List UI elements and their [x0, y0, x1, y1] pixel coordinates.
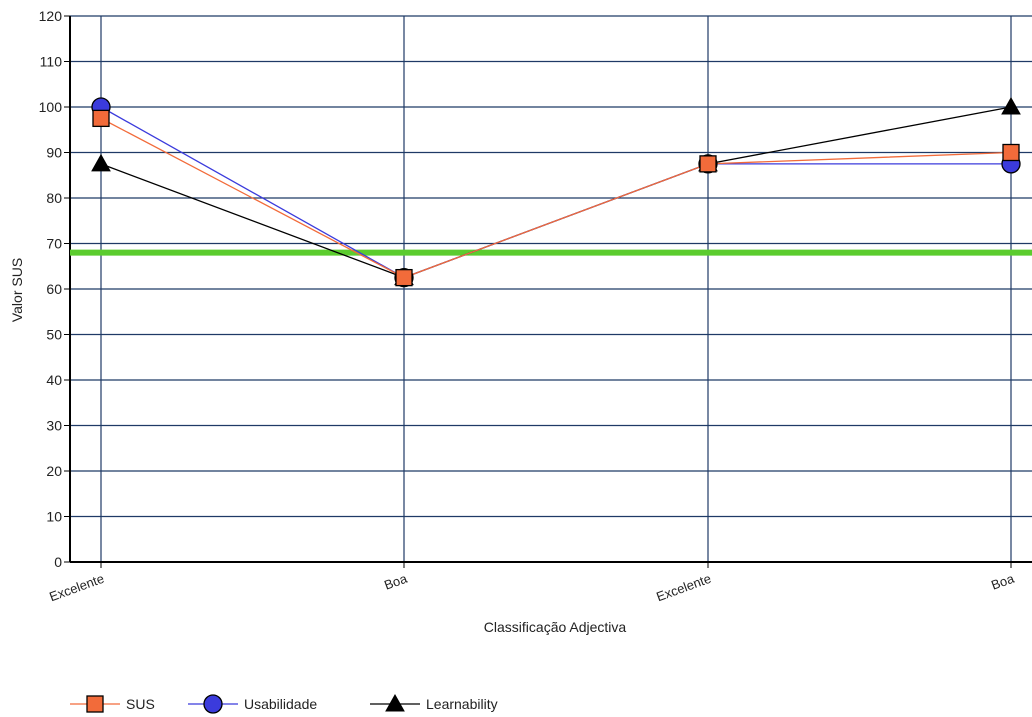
y-tick-label: 60: [46, 281, 62, 297]
data-point-sus: [395, 268, 413, 287]
x-tick-label: Excelente: [654, 571, 713, 605]
x-tick-label: Boa: [989, 570, 1017, 592]
y-tick-label: 110: [40, 54, 63, 70]
legend-label: Usabilidade: [244, 696, 317, 712]
axes: [64, 15, 1032, 568]
data-point-sus: [699, 155, 717, 173]
legend: SUS Usabilidade Learnability: [70, 693, 498, 714]
y-tick-label: 20: [46, 463, 62, 479]
data-point-sus: [92, 109, 110, 128]
y-tick-label: 30: [46, 418, 62, 434]
data-point-learnability: [1001, 96, 1021, 115]
y-tick-label: 0: [54, 554, 62, 570]
series-line-sus: [100, 117, 1012, 279]
y-tick-label: 120: [39, 8, 63, 24]
data-point-sus: [1002, 143, 1020, 162]
y-tick-label: 90: [46, 145, 62, 161]
y-tick-label: 80: [46, 190, 62, 206]
data-point-learnability: [91, 153, 111, 172]
y-axis-label: Valor SUS: [9, 258, 25, 322]
y-tick-label: 100: [39, 99, 63, 115]
legend-label: SUS: [126, 696, 155, 712]
legend-marker: [385, 693, 405, 712]
x-axis-label: Classificação Adjectiva: [484, 619, 627, 635]
grid: [70, 15, 1032, 562]
y-tick-label: 10: [46, 509, 62, 525]
y-tick-label: 40: [46, 372, 62, 388]
y-tick-label: 50: [46, 327, 62, 343]
legend-label: Learnability: [426, 696, 498, 712]
legend-marker: [86, 695, 104, 713]
series-layer: [91, 96, 1021, 288]
tick-labels: 0 10 20 30 40 50 60 70 80 90 100 110 120 Excelente Boa…: [39, 8, 1017, 604]
x-tick-label: Boa: [382, 570, 410, 592]
legend-marker: [203, 694, 223, 714]
y-tick-label: 70: [46, 236, 62, 252]
x-tick-label: Excelente: [47, 571, 106, 605]
